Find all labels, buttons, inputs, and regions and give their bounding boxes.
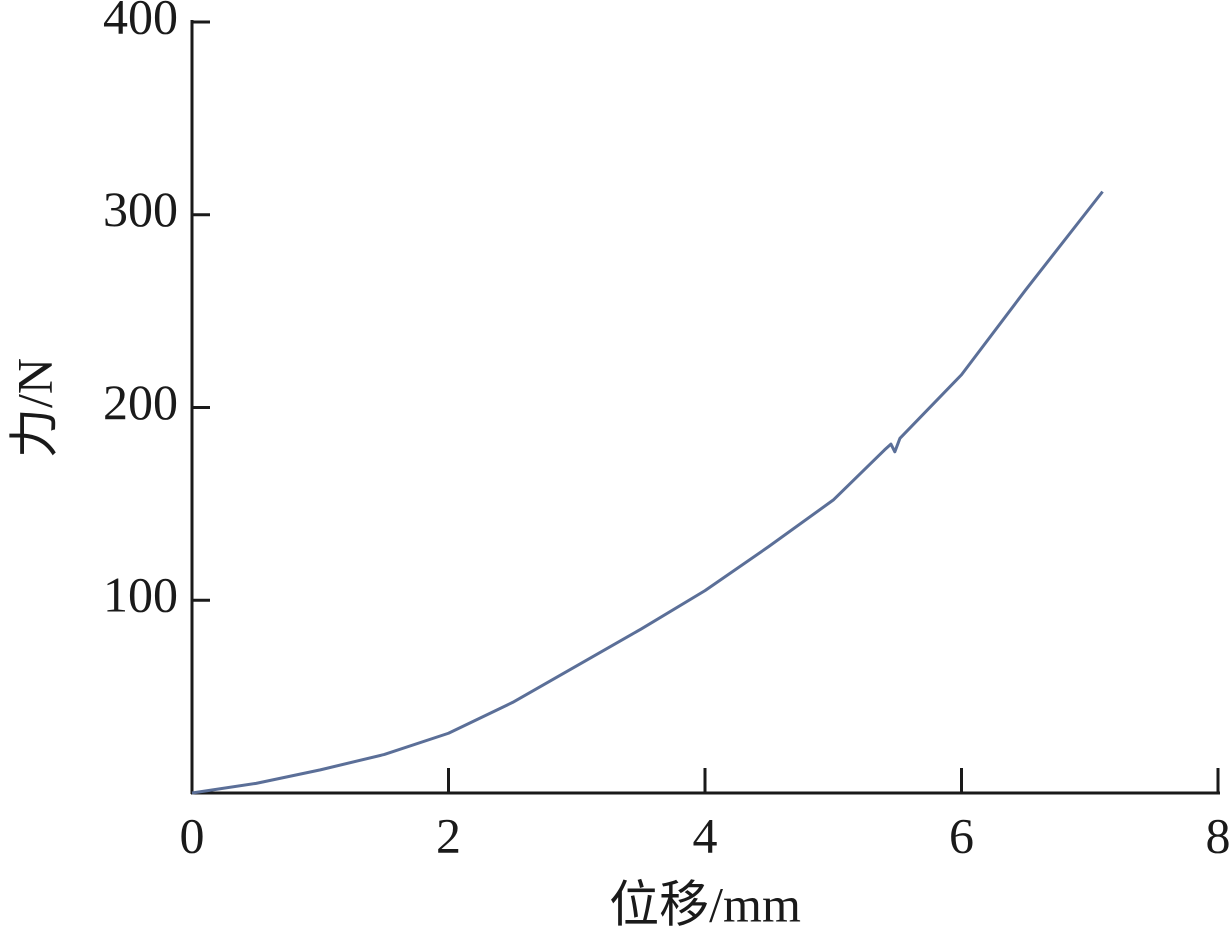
x-tick-label: 6 — [949, 807, 974, 863]
y-tick-label: 100 — [103, 567, 178, 623]
x-tick-label: 8 — [1206, 807, 1230, 863]
x-tick-label: 0 — [180, 807, 205, 863]
data-line — [191, 190, 1104, 795]
y-tick-label: 200 — [103, 374, 178, 430]
y-tick-label: 400 — [103, 0, 178, 44]
x-axis-label: 位移/mm — [609, 876, 801, 932]
y-axis-label: 力/N — [6, 358, 62, 458]
x-tick-label: 2 — [436, 807, 461, 863]
y-tick-label: 300 — [103, 181, 178, 237]
x-tick-label: 4 — [693, 807, 718, 863]
